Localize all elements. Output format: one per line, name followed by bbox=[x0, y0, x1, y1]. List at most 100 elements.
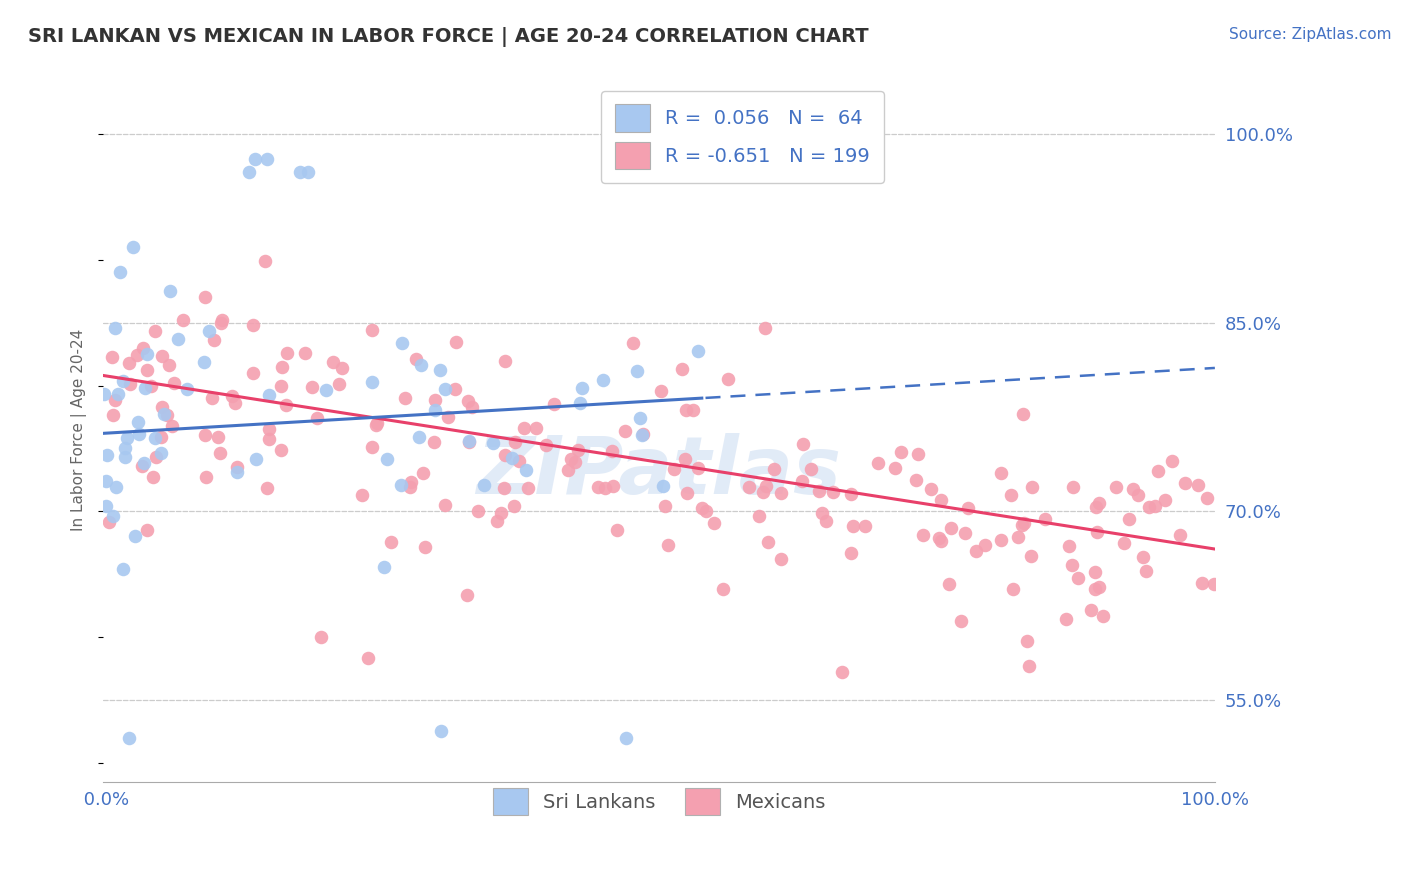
Point bbox=[224, 396, 246, 410]
Point bbox=[242, 366, 264, 380]
Point bbox=[101, 409, 124, 423]
Point bbox=[389, 478, 412, 492]
Point bbox=[1137, 500, 1160, 514]
Point bbox=[1011, 517, 1033, 532]
Y-axis label: In Labor Force | Age 20-24: In Labor Force | Age 20-24 bbox=[72, 328, 87, 531]
Point bbox=[810, 506, 832, 520]
Point bbox=[159, 284, 181, 298]
Point bbox=[142, 469, 165, 483]
Point bbox=[118, 356, 141, 370]
Point bbox=[1000, 488, 1022, 502]
Point bbox=[256, 481, 278, 495]
Point bbox=[1195, 491, 1218, 506]
Point bbox=[621, 335, 644, 350]
Point bbox=[360, 375, 382, 389]
Point bbox=[513, 420, 536, 434]
Point bbox=[429, 363, 451, 377]
Point bbox=[315, 383, 337, 397]
Point bbox=[405, 351, 427, 366]
Point bbox=[259, 422, 281, 436]
Point bbox=[134, 381, 156, 395]
Point bbox=[568, 396, 591, 410]
Point bbox=[94, 499, 117, 513]
Point bbox=[373, 560, 395, 574]
Point bbox=[1146, 464, 1168, 478]
Point bbox=[956, 501, 979, 516]
Point bbox=[150, 400, 173, 414]
Point bbox=[209, 316, 232, 330]
Point bbox=[1054, 612, 1077, 626]
Point bbox=[245, 451, 267, 466]
Point bbox=[1144, 499, 1167, 513]
Point bbox=[156, 408, 179, 422]
Point bbox=[409, 358, 432, 372]
Point bbox=[1012, 516, 1035, 530]
Point bbox=[360, 441, 382, 455]
Point bbox=[226, 460, 249, 475]
Point bbox=[1002, 582, 1025, 596]
Point bbox=[96, 448, 118, 462]
Point bbox=[271, 360, 294, 375]
Point bbox=[1083, 582, 1105, 596]
Point bbox=[176, 382, 198, 396]
Point bbox=[911, 528, 934, 542]
Point bbox=[1202, 577, 1225, 591]
Point bbox=[307, 411, 329, 425]
Point bbox=[425, 403, 447, 417]
Point bbox=[444, 334, 467, 349]
Point bbox=[254, 254, 277, 268]
Point bbox=[628, 411, 651, 425]
Point bbox=[115, 431, 138, 445]
Point bbox=[515, 463, 537, 477]
Point bbox=[754, 320, 776, 334]
Point bbox=[1191, 576, 1213, 591]
Point bbox=[955, 525, 977, 540]
Point bbox=[111, 375, 134, 389]
Point bbox=[1132, 550, 1154, 565]
Point bbox=[150, 349, 173, 363]
Point bbox=[238, 165, 260, 179]
Point bbox=[434, 498, 457, 512]
Point bbox=[990, 533, 1012, 548]
Point bbox=[399, 480, 422, 494]
Point bbox=[114, 441, 136, 455]
Point bbox=[1062, 558, 1084, 572]
Point bbox=[1187, 477, 1209, 491]
Point bbox=[1059, 539, 1081, 553]
Point bbox=[560, 452, 582, 467]
Point bbox=[114, 450, 136, 464]
Point bbox=[193, 355, 215, 369]
Point bbox=[135, 347, 157, 361]
Point bbox=[145, 450, 167, 464]
Point bbox=[1092, 609, 1115, 624]
Point bbox=[1126, 488, 1149, 502]
Point bbox=[443, 382, 465, 396]
Point bbox=[686, 343, 709, 358]
Point bbox=[1062, 480, 1084, 494]
Point bbox=[194, 290, 217, 304]
Point bbox=[494, 354, 516, 368]
Point bbox=[931, 533, 953, 548]
Point bbox=[153, 407, 176, 421]
Point bbox=[890, 445, 912, 459]
Point bbox=[592, 373, 614, 387]
Point bbox=[413, 540, 436, 554]
Point bbox=[941, 520, 963, 534]
Point bbox=[486, 514, 509, 528]
Point bbox=[792, 474, 814, 488]
Point bbox=[633, 427, 655, 442]
Point bbox=[800, 462, 823, 476]
Point bbox=[458, 434, 481, 448]
Point bbox=[208, 446, 231, 460]
Point bbox=[883, 460, 905, 475]
Point bbox=[257, 388, 280, 402]
Point bbox=[949, 615, 972, 629]
Point bbox=[711, 582, 734, 596]
Point bbox=[458, 434, 481, 449]
Point bbox=[350, 488, 373, 502]
Point bbox=[136, 363, 159, 377]
Point bbox=[606, 524, 628, 538]
Point bbox=[695, 504, 717, 518]
Point bbox=[201, 391, 224, 405]
Point bbox=[1104, 480, 1126, 494]
